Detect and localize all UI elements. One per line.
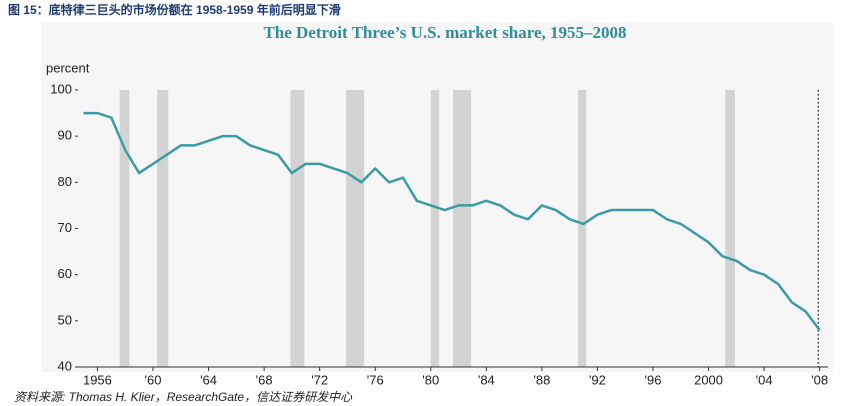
recession-band	[119, 90, 130, 367]
y-tick-label: 60	[58, 266, 72, 281]
x-tick-label: '96	[645, 372, 662, 387]
series-line	[83, 111, 821, 331]
y-tick-label: 50	[58, 312, 72, 327]
x-tick-label: '76	[367, 372, 384, 387]
recession-band	[157, 90, 169, 367]
x-tick-label: '72	[311, 372, 328, 387]
x-tick-label: '04	[756, 372, 773, 387]
x-tick-label: '80	[422, 372, 439, 387]
recession-band	[290, 90, 305, 367]
y-tick-label: 80	[58, 174, 72, 189]
recession-band	[578, 90, 587, 367]
x-tick-label: '92	[589, 372, 606, 387]
source: 资料来源: Thomas H. Klier，ResearchGate，信达证券研…	[14, 390, 353, 404]
recession-band	[725, 90, 735, 367]
chart-title: The Detroit Three’s U.S. market share, 1…	[263, 23, 626, 42]
x-tick-label: 2000	[694, 372, 723, 387]
x-tick-label: 1956	[83, 372, 112, 387]
y-tick-label: 70	[58, 220, 72, 235]
x-tick-label: '88	[533, 372, 550, 387]
x-tick-label: '08	[811, 372, 828, 387]
recession-band	[453, 90, 472, 367]
recession-band	[346, 90, 365, 367]
recession-band	[430, 90, 440, 367]
caption: 图 15：底特律三巨头的市场份额在 1958-1959 年前后明显下滑	[8, 2, 341, 17]
x-tick-label: '84	[478, 372, 495, 387]
y-tick-label: 100	[50, 81, 72, 96]
x-tick-label: '68	[256, 372, 273, 387]
x-tick-label: '60	[145, 372, 162, 387]
y-tick-label: 90	[58, 128, 72, 143]
x-tick-label: '64	[200, 372, 217, 387]
y-tick-label: 40	[58, 358, 72, 373]
y-axis-label: percent	[46, 60, 90, 75]
